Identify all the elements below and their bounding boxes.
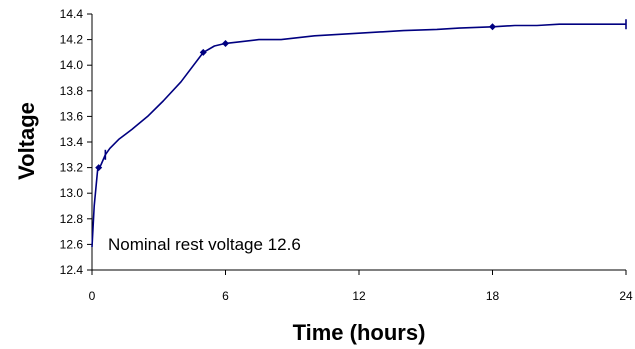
data-point-marker: [199, 48, 207, 56]
data-point-marker: [95, 164, 103, 172]
x-tick-label: 12: [352, 289, 366, 303]
data-point-marker: [489, 23, 496, 31]
x-tick-label: 24: [619, 289, 633, 303]
data-point-marker: [222, 39, 229, 47]
axes: [91, 14, 626, 271]
y-axis-title: Voltage: [14, 102, 39, 180]
y-tick-label: 14.0: [60, 58, 84, 72]
voltage-series-line: [91, 23, 626, 248]
y-tick-label: 12.8: [60, 212, 84, 226]
y-tick-label: 14.2: [60, 33, 84, 47]
y-tick-label: 12.4: [60, 263, 84, 277]
y-tick-label: 13.4: [60, 135, 84, 149]
ticks: 12.4 12.6 12.8 13.0 13.2 13.4 13.6 13.8 14.0 14.2…: [60, 7, 633, 303]
y-tick-label: 12.6: [60, 237, 84, 251]
y-tick-label: 13.2: [60, 161, 84, 175]
annotation-label: Nominal rest voltage 12.6: [108, 235, 301, 254]
y-tick-label: 13.6: [60, 109, 84, 123]
y-tick-label: 13.0: [60, 186, 84, 200]
y-tick-label: 13.8: [60, 84, 84, 98]
x-tick-label: 0: [89, 289, 96, 303]
x-tick-label: 18: [486, 289, 500, 303]
x-axis-title: Time (hours): [293, 320, 426, 345]
y-tick-label: 14.4: [60, 7, 84, 21]
x-tick-label: 6: [222, 289, 229, 303]
series: [91, 19, 627, 248]
